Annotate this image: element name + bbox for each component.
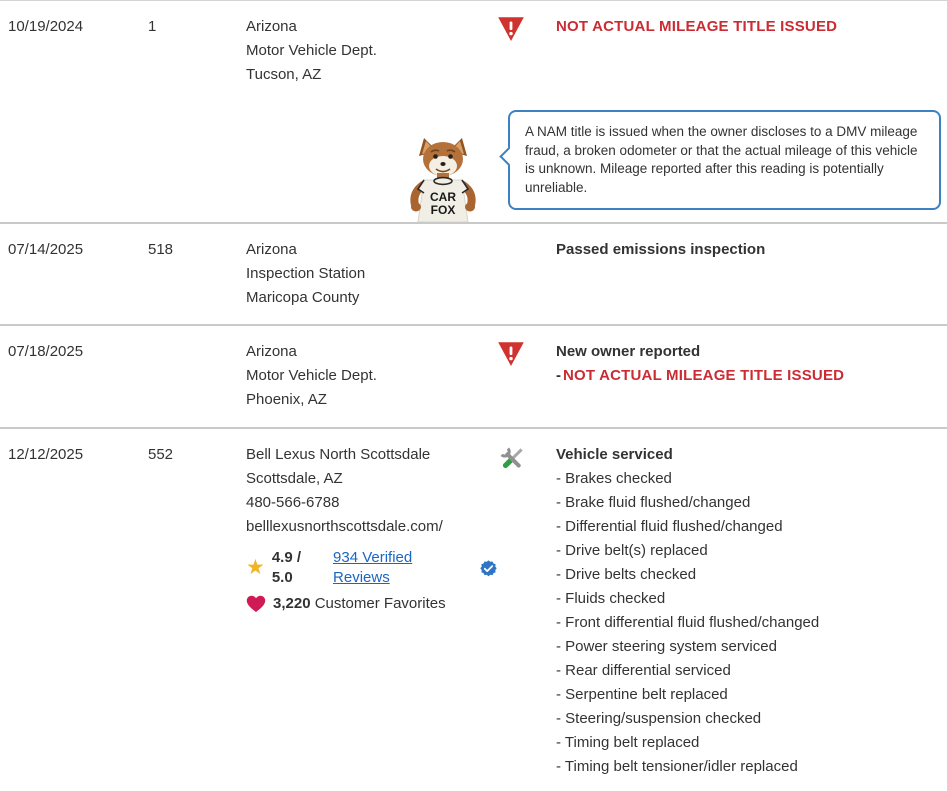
source-line: Inspection Station <box>246 265 366 282</box>
mascot-shirt-text: FOX <box>431 203 456 217</box>
service-item: - Power steering system serviced <box>556 638 777 655</box>
source-line: Phoenix, AZ <box>246 391 327 408</box>
record-date: 10/19/2024 <box>8 18 84 35</box>
record-mileage <box>148 340 246 427</box>
alert-triangle-icon <box>497 340 556 427</box>
source-line: Arizona <box>246 18 297 35</box>
record-comments: NOT ACTUAL MILEAGE TITLE ISSUED <box>556 15 947 222</box>
source-line: Maricopa County <box>246 289 360 306</box>
record-title: New owner reported <box>556 343 701 360</box>
source-line: Motor Vehicle Dept. <box>246 367 377 384</box>
heart-icon <box>246 595 266 613</box>
table-row: 07/18/2025 Arizona Motor Vehicle Dept. P… <box>0 324 947 427</box>
record-source: Arizona Inspection Station Maricopa Coun… <box>246 238 497 324</box>
service-list: - Brakes checked - Brake fluid flushed/c… <box>556 467 939 779</box>
service-item: - Rear differential serviced <box>556 662 731 679</box>
service-item: - Timing belt tensioner/idler replaced <box>556 758 798 775</box>
dealer-website: belllexusnorthscottsdale.com/ <box>246 518 443 535</box>
record-comments: New owner reported - NOT ACTUAL MILEAGE T… <box>556 340 947 427</box>
source-line: Motor Vehicle Dept. <box>246 42 377 59</box>
service-wrench-icon <box>497 443 556 791</box>
record-mileage: 518 <box>148 241 174 258</box>
record-date: 07/18/2025 <box>8 343 84 360</box>
service-item: - Fluids checked <box>556 590 666 607</box>
table-row: 10/19/2024 1 Arizona Motor Vehicle Dept.… <box>0 1 947 223</box>
record-date: 07/14/2025 <box>8 241 84 258</box>
record-mileage: 552 <box>148 446 174 463</box>
dealer-city: Scottsdale, AZ <box>246 470 343 487</box>
carfox-mascot: CAR FOX <box>404 137 482 223</box>
dealer-name: Bell Lexus North Scottsdale <box>246 446 431 463</box>
dealer-rating: ★ 4.9 / 5.0 934 Verified Reviews <box>246 548 497 588</box>
service-item: - Brakes checked <box>556 470 672 487</box>
service-item: - Steering/suspension checked <box>556 710 762 727</box>
subtitle-dash: - <box>556 367 561 384</box>
tooltip-text: A NAM title is issued when the owner dis… <box>525 124 918 195</box>
verified-reviews-link[interactable]: 934 Verified Reviews <box>333 549 413 586</box>
record-title: Vehicle serviced <box>556 446 673 463</box>
record-title: NOT ACTUAL MILEAGE TITLE ISSUED <box>556 18 838 35</box>
rating-score: 4.9 / 5.0 <box>271 549 302 586</box>
source-line: Arizona <box>246 241 297 258</box>
record-source: Bell Lexus North Scottsdale Scottsdale, … <box>246 443 497 791</box>
service-item: - Drive belts checked <box>556 566 697 583</box>
source-line: Tucson, AZ <box>246 66 322 83</box>
service-item: - Serpentine belt replaced <box>556 686 728 703</box>
subtitle-alert-text: NOT ACTUAL MILEAGE TITLE ISSUED <box>563 367 845 384</box>
record-title: Passed emissions inspection <box>556 241 766 258</box>
service-item: - Brake fluid flushed/changed <box>556 494 751 511</box>
alert-triangle-icon <box>497 15 556 222</box>
nam-title-tooltip: A NAM title is issued when the owner dis… <box>499 110 941 210</box>
table-row: 12/12/2025 552 Bell Lexus North Scottsda… <box>0 427 947 791</box>
mascot-shirt-text: CAR <box>430 190 456 204</box>
record-comments: Vehicle serviced - Brakes checked - Brak… <box>556 443 947 791</box>
dealer-phone: 480-566-6788 <box>246 494 340 511</box>
service-item: - Front differential fluid flushed/chang… <box>556 614 820 631</box>
star-icon: ★ <box>246 556 265 579</box>
verified-badge-icon <box>480 559 497 577</box>
record-mileage: 1 <box>148 18 157 35</box>
dealer-favorites: 3,220 Customer Favorites <box>246 594 497 614</box>
record-source: Arizona Motor Vehicle Dept. Tucson, AZ <box>246 15 497 222</box>
source-line: Arizona <box>246 343 297 360</box>
record-date: 12/12/2025 <box>8 446 84 463</box>
record-comments: Passed emissions inspection <box>556 238 947 324</box>
service-item: - Drive belt(s) replaced <box>556 542 708 559</box>
table-row: 07/14/2025 518 Arizona Inspection Statio… <box>0 222 947 324</box>
icon-spacer <box>497 238 556 324</box>
service-item: - Timing belt replaced <box>556 734 700 751</box>
service-item: - Differential fluid flushed/changed <box>556 518 783 535</box>
record-source: Arizona Motor Vehicle Dept. Phoenix, AZ <box>246 340 497 427</box>
favorites-count: 3,220 <box>273 595 311 612</box>
favorites-label: Customer Favorites <box>314 595 446 612</box>
record-subtitle: - NOT ACTUAL MILEAGE TITLE ISSUED <box>556 364 939 388</box>
